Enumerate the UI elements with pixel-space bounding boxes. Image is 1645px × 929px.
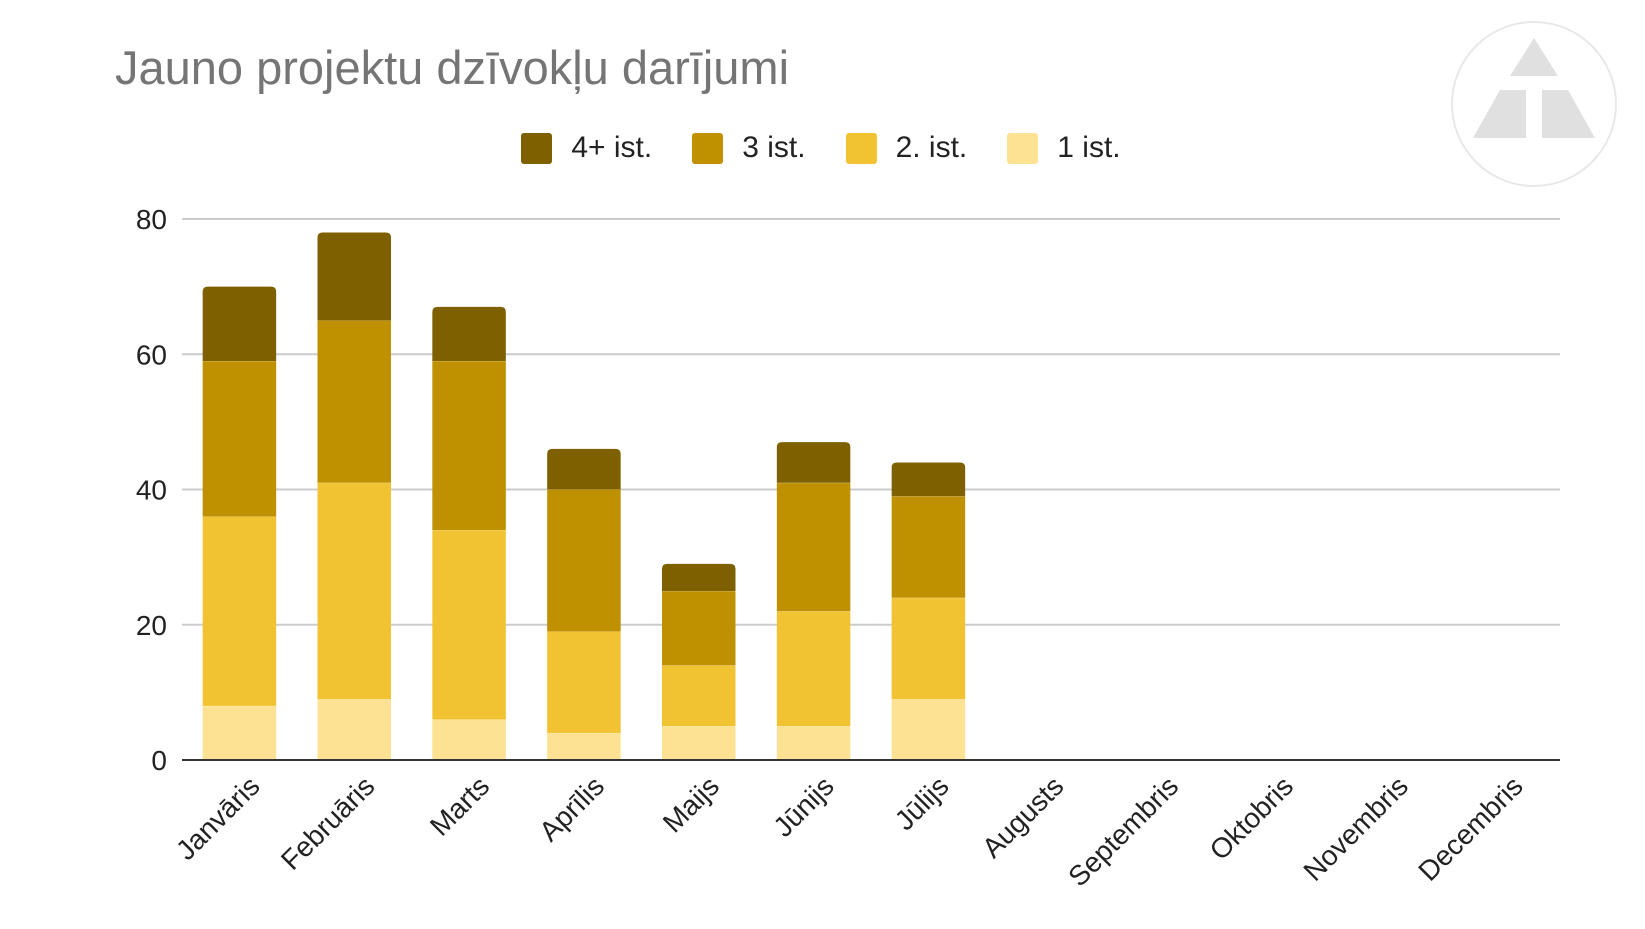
legend-item: 2. ist. [845,131,968,165]
bar-segment [776,442,851,483]
bar-segment [776,726,851,760]
legend-item: 4+ ist. [521,131,652,165]
bar-segment [891,597,966,700]
triangle-logo-icon [1451,21,1617,187]
x-tick-label: Oktobris [1204,770,1300,866]
legend-swatch [521,132,553,164]
legend-swatch [1007,132,1039,164]
legend-item: 1 ist. [1007,131,1121,165]
bar-segment [776,611,851,727]
bar-segment [317,232,391,321]
y-tick-label: 0 [151,745,167,776]
chart-legend: 4+ ist. 3 ist. 2. ist. 1 ist. [0,131,1645,165]
x-tick-label: Aprīlis [533,770,610,847]
bar-segment [317,482,391,700]
y-tick-label: 80 [136,204,167,235]
bar-segment [202,516,277,706]
x-tick-label: Maijs [657,770,725,838]
legend-item: 3 ist. [692,131,806,165]
legend-swatch [692,132,724,164]
bar-segment [662,590,736,666]
chart-title: Jauno projektu dzīvokļu darījumi [115,41,790,94]
legend-label: 4+ ist. [571,131,653,164]
bar-segment [776,482,851,612]
bar-segment [891,699,966,760]
bar-segment [202,361,277,517]
bar-segment [202,705,277,760]
x-tick-label: Februāris [275,770,381,876]
bar-segment [662,665,736,727]
bar-segment [432,306,506,362]
x-tick-label: Decembris [1412,770,1529,887]
bar-segment [662,563,736,591]
x-tick-label: Janvāris [170,770,266,866]
x-tick-label: Jūnijs [767,770,840,843]
bar-segment [317,699,391,760]
legend-label: 2. ist. [895,131,968,164]
bar-segment [432,719,506,760]
bar-segment [547,631,621,733]
bar-segment [547,732,621,760]
bar-segment [547,489,621,632]
bar-segment [662,726,736,760]
x-tick-label: Jūlijs [889,770,955,836]
bar-segment [891,496,966,598]
bar-segment [891,462,966,497]
y-tick-label: 40 [136,475,167,506]
y-tick-label: 60 [136,339,167,370]
bar-segment [202,286,277,362]
bar-segment [432,530,506,720]
bar-segment [547,448,621,490]
x-tick-label: Marts [424,770,495,841]
x-tick-label: Novembris [1297,770,1414,887]
y-tick-label: 20 [136,610,167,641]
legend-label: 1 ist. [1057,131,1121,164]
legend-swatch [845,132,877,164]
x-tick-label: Septembris [1062,770,1184,892]
x-tick-label: Augusts [976,770,1069,863]
legend-label: 3 ist. [742,131,806,164]
bar-segment [432,361,506,531]
bar-segment [317,320,391,483]
